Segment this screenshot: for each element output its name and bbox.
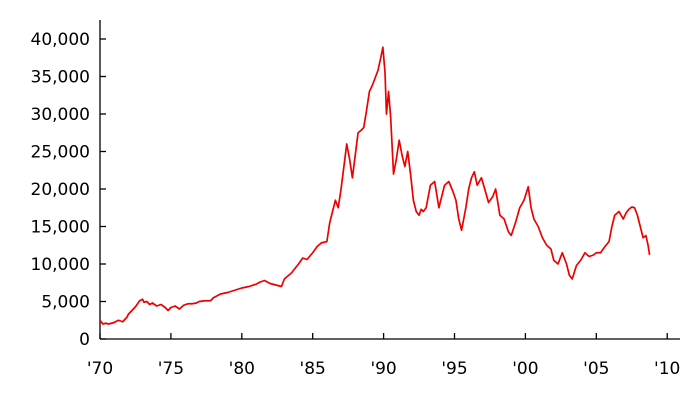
x-axis: '70 '75 '80 '85 '90 '95 '00 '05 '10 — [87, 333, 680, 379]
y-tick-label: 15,000 — [31, 218, 90, 238]
y-tick-label: 30,000 — [31, 105, 90, 125]
y-tick-label: 35,000 — [31, 68, 90, 88]
y-tick-label: 10,000 — [31, 255, 90, 275]
y-tick-label: 25,000 — [31, 143, 90, 163]
x-tick-label: '70 — [87, 359, 113, 379]
x-tick-label: '90 — [370, 359, 396, 379]
y-tick-label: 0 — [79, 330, 90, 350]
x-tick-label: '05 — [583, 359, 609, 379]
x-tick-label: '10 — [654, 359, 680, 379]
y-tick-label: 40,000 — [31, 30, 90, 50]
y-axis: 0 5,000 10,000 15,000 20,000 25,000 30,000 35,0… — [31, 20, 106, 350]
y-tick-label: 20,000 — [31, 180, 90, 200]
x-tick-label: '95 — [441, 359, 467, 379]
x-tick-label: '00 — [512, 359, 538, 379]
series-line — [99, 46, 651, 325]
x-tick-label: '80 — [229, 359, 255, 379]
x-tick-label: '85 — [300, 359, 326, 379]
x-tick-label: '75 — [158, 359, 184, 379]
y-tick-label: 5,000 — [41, 293, 90, 313]
